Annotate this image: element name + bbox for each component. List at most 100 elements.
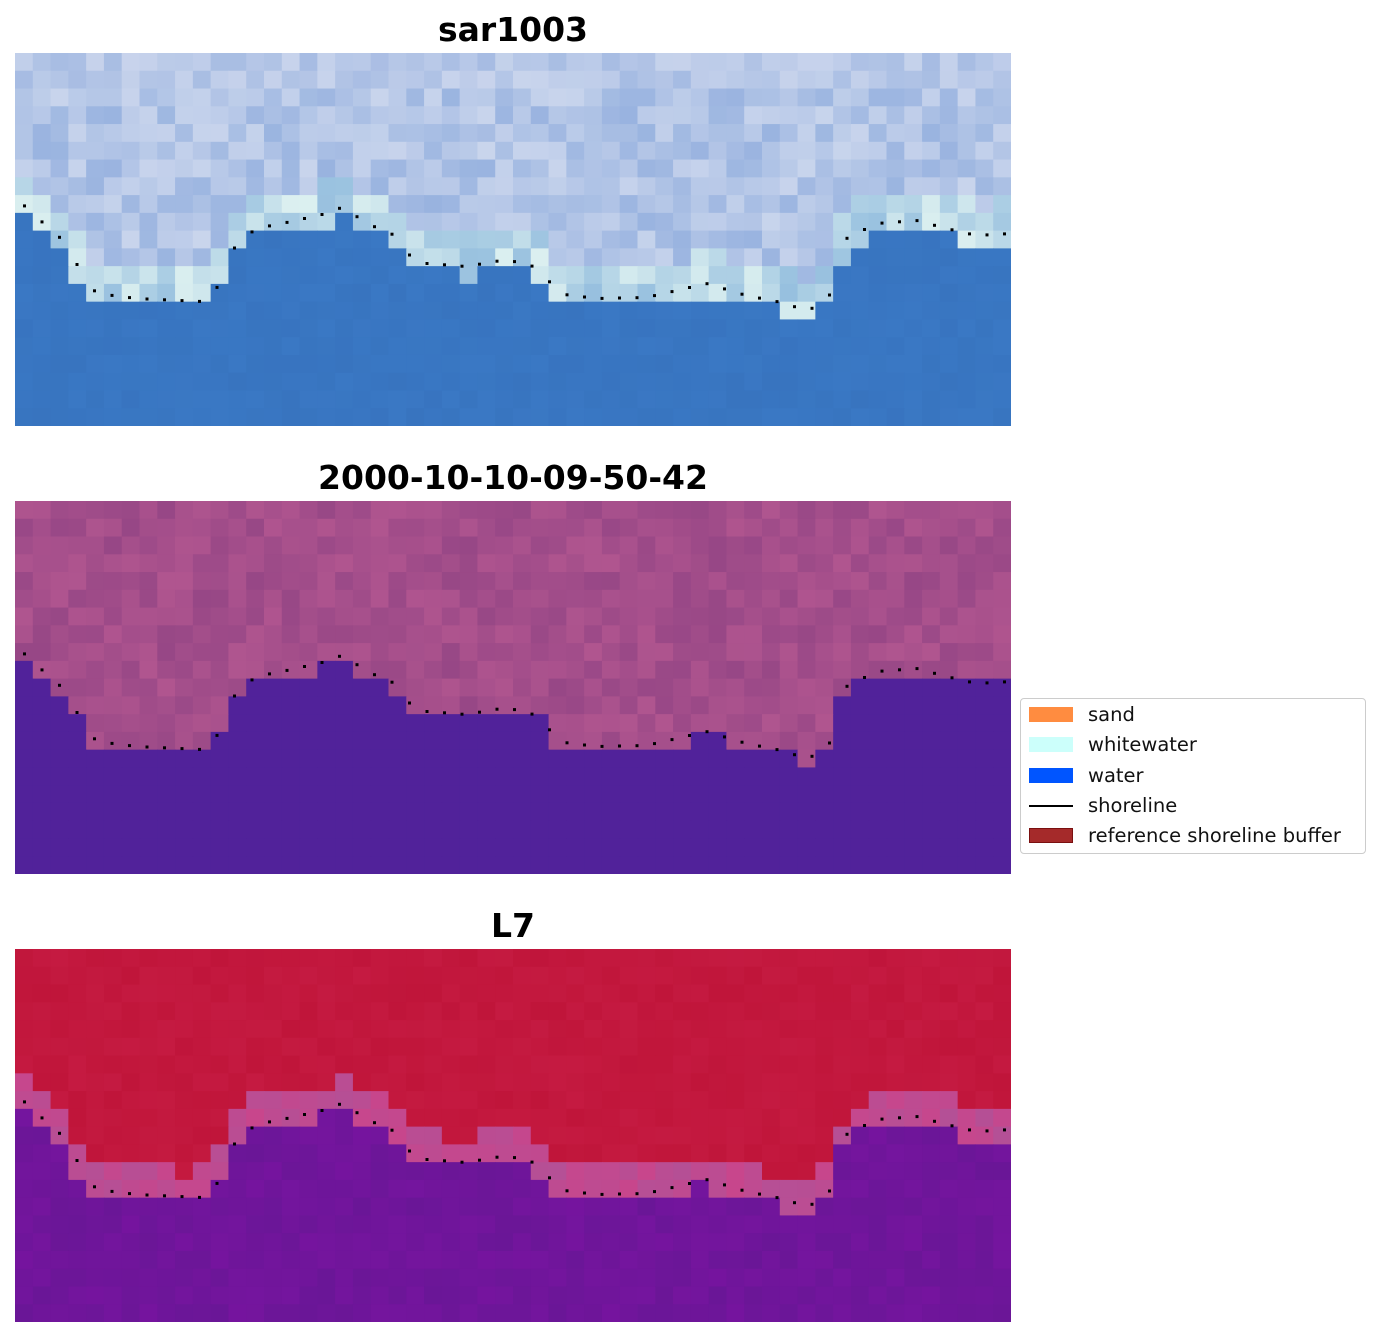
image-pixel xyxy=(299,283,318,303)
image-pixel xyxy=(406,301,425,321)
image-pixel xyxy=(530,625,550,644)
image-pixel xyxy=(370,1126,390,1145)
shoreline-point xyxy=(355,1111,359,1115)
image-pixel xyxy=(762,283,781,303)
image-pixel xyxy=(975,1055,994,1074)
image-pixel xyxy=(762,1002,781,1021)
image-pixel xyxy=(619,1144,639,1163)
image-pixel xyxy=(317,354,336,374)
image-pixel xyxy=(548,337,567,356)
image-pixel xyxy=(103,802,123,822)
image-pixel xyxy=(15,372,34,392)
image-pixel xyxy=(513,949,532,968)
image-pixel xyxy=(744,1055,763,1074)
image-pixel xyxy=(797,159,816,178)
image-pixel xyxy=(690,88,710,107)
image-pixel xyxy=(886,319,905,338)
image-pixel xyxy=(388,802,407,822)
image-pixel xyxy=(619,731,639,751)
image-pixel xyxy=(15,731,34,751)
image-pixel xyxy=(370,554,390,573)
image-pixel xyxy=(32,785,52,804)
image-pixel xyxy=(424,572,443,591)
satellite-rgb-image xyxy=(15,53,1011,426)
shoreline-point xyxy=(408,701,411,705)
image-pixel xyxy=(833,856,852,874)
image-pixel xyxy=(513,731,532,751)
image-pixel xyxy=(637,949,656,968)
image-pixel xyxy=(886,643,905,662)
image-pixel xyxy=(744,53,763,72)
image-pixel xyxy=(637,1162,656,1181)
image-pixel xyxy=(957,319,977,338)
image-pixel xyxy=(424,1268,443,1288)
image-pixel xyxy=(850,195,870,214)
image-pixel xyxy=(192,572,212,591)
image-pixel xyxy=(637,678,656,697)
image-pixel xyxy=(441,1073,461,1092)
image-pixel xyxy=(335,966,354,986)
image-pixel xyxy=(335,802,354,822)
image-pixel xyxy=(904,1304,923,1322)
image-pixel xyxy=(886,212,905,232)
image-pixel xyxy=(975,802,994,822)
shoreline-point xyxy=(898,668,901,672)
image-pixel xyxy=(317,820,336,840)
image-pixel xyxy=(441,820,461,840)
image-pixel xyxy=(103,589,123,609)
shoreline-point xyxy=(670,1186,674,1190)
image-pixel xyxy=(388,266,407,285)
image-pixel xyxy=(975,731,994,751)
image-pixel xyxy=(708,820,728,840)
image-pixel xyxy=(619,337,639,356)
image-pixel xyxy=(68,1108,87,1128)
image-pixel xyxy=(299,1286,318,1305)
image-pixel xyxy=(513,141,532,161)
image-pixel xyxy=(690,159,710,178)
shoreline-point xyxy=(93,737,96,741)
image-pixel xyxy=(441,966,461,986)
image-pixel xyxy=(797,1286,816,1305)
image-pixel xyxy=(32,949,52,968)
image-pixel xyxy=(637,1020,656,1039)
image-pixel xyxy=(50,248,69,267)
image-pixel xyxy=(530,856,550,874)
image-pixel xyxy=(584,1002,603,1021)
image-pixel xyxy=(495,248,514,267)
image-pixel xyxy=(50,607,69,626)
image-pixel xyxy=(228,625,247,644)
image-pixel xyxy=(673,106,692,125)
image-pixel xyxy=(68,354,87,374)
image-pixel xyxy=(833,70,852,90)
image-pixel xyxy=(530,678,550,697)
image-pixel xyxy=(850,1126,870,1145)
image-pixel xyxy=(566,767,585,786)
image-pixel xyxy=(459,838,479,857)
image-pixel xyxy=(281,607,301,626)
image-pixel xyxy=(50,696,69,715)
image-pixel xyxy=(139,643,158,662)
image-pixel xyxy=(495,1250,514,1270)
shoreline-point xyxy=(688,286,691,289)
image-pixel xyxy=(424,1144,443,1163)
image-pixel xyxy=(406,696,425,715)
image-pixel xyxy=(566,195,585,214)
image-pixel xyxy=(601,1055,621,1074)
image-pixel xyxy=(157,949,176,968)
image-pixel xyxy=(619,1304,639,1322)
panel-title-1: sar1003 xyxy=(437,10,589,49)
image-pixel xyxy=(797,248,816,267)
image-pixel xyxy=(850,1162,870,1181)
image-pixel xyxy=(886,1268,905,1288)
image-pixel xyxy=(32,1037,52,1057)
image-pixel xyxy=(495,1037,514,1057)
image-pixel xyxy=(726,106,745,125)
image-pixel xyxy=(619,177,639,196)
image-pixel xyxy=(637,1002,656,1021)
image-pixel xyxy=(175,319,194,338)
image-pixel xyxy=(815,820,834,840)
image-pixel xyxy=(868,625,888,644)
image-pixel xyxy=(370,1073,390,1092)
image-pixel xyxy=(86,1197,105,1217)
image-pixel xyxy=(246,1215,265,1234)
